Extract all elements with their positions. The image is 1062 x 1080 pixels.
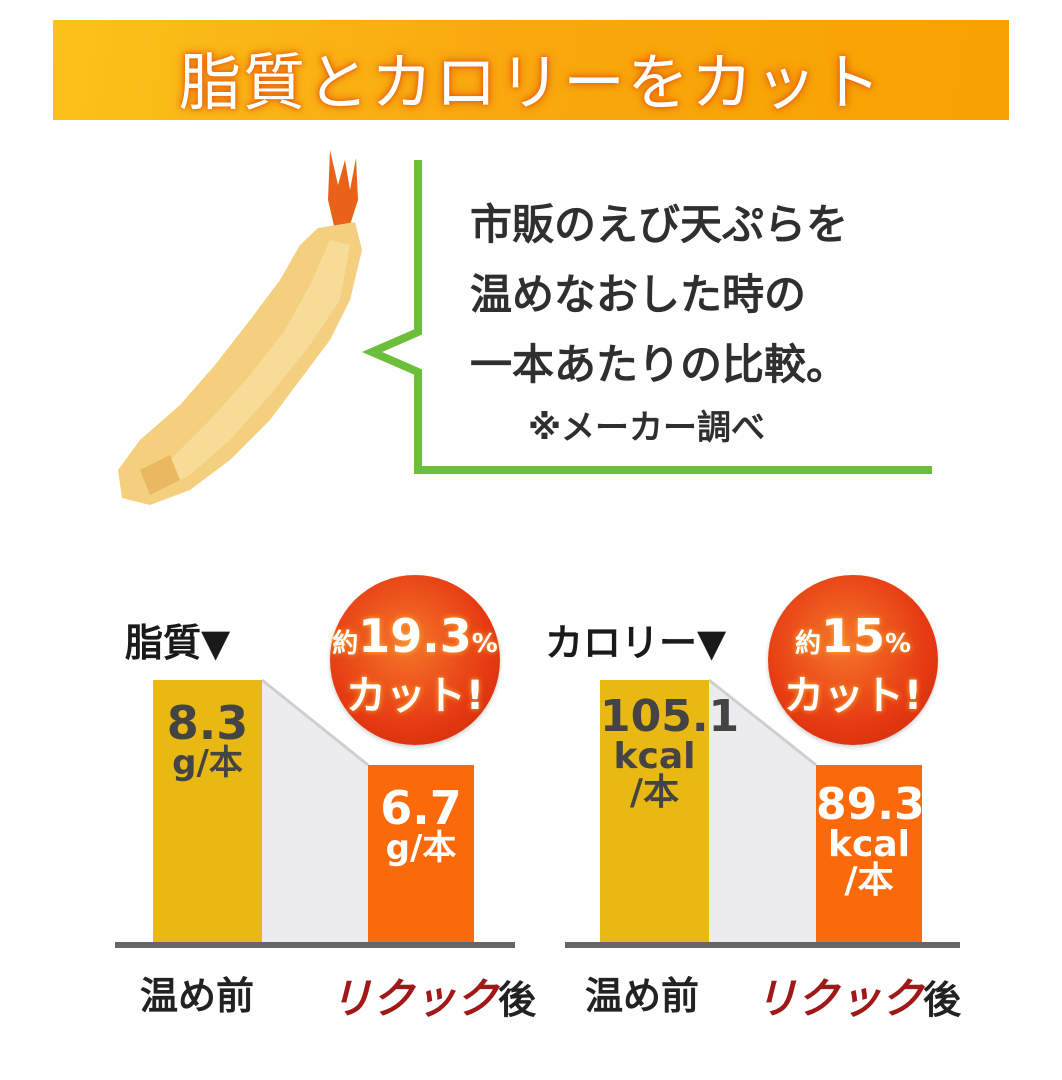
calorie-category-after: リクック後 xyxy=(755,965,961,1026)
unit-label: kcal xyxy=(613,736,696,777)
calorie-connector-edge xyxy=(708,678,817,767)
fat-category-after: リクック後 xyxy=(330,965,536,1026)
fat-connector xyxy=(262,680,368,943)
category-suffix: 後 xyxy=(498,978,537,1022)
calorie-cut-badge: 約15% カット! xyxy=(768,575,938,745)
badge-prefix: 約 xyxy=(332,629,359,659)
title-banner: 脂質とカロリーをカット xyxy=(53,20,1009,120)
calorie-connector xyxy=(709,680,816,943)
value-label: 105.1 xyxy=(600,691,740,742)
calorie-before-label: 105.1 kcal /本 xyxy=(600,691,740,813)
fat-after-label: 6.7 g/本 xyxy=(368,785,474,865)
fat-connector-edge xyxy=(261,678,369,767)
calorie-category-before: 温め前 xyxy=(585,974,700,1018)
fat-bar-after xyxy=(368,765,474,943)
callout-text: 市販のえび天ぷらを 温めなおした時の 一本あたりの比較。 xyxy=(470,190,848,400)
calorie-after-label: 89.3 kcal /本 xyxy=(816,779,925,901)
badge-percent: % xyxy=(471,629,498,659)
value-label: 89.3 xyxy=(816,779,925,830)
fat-bar-before xyxy=(153,680,262,943)
brand-name: リクック xyxy=(755,974,924,1023)
badge-prefix: 約 xyxy=(794,629,821,659)
banner-title: 脂質とカロリーをカット xyxy=(178,46,883,119)
badge-value: 19.3 xyxy=(358,609,472,663)
callout-line: 一本あたりの比較。 xyxy=(470,340,849,389)
value-label: 8.3 xyxy=(166,696,249,750)
unit-label: g/本 xyxy=(385,828,457,868)
badge-text: カット! xyxy=(783,673,923,719)
fat-category-before: 温め前 xyxy=(140,974,255,1018)
callout-line: 市販のえび天ぷらを xyxy=(470,200,849,249)
calorie-chart-title: カロリー▼ xyxy=(545,621,727,665)
unit-label: /本 xyxy=(844,860,894,901)
fat-chart-title: 脂質▼ xyxy=(125,621,231,665)
shrimp-tempura-icon xyxy=(118,150,362,505)
category-suffix: 後 xyxy=(923,978,962,1022)
callout-line: 温めなおした時の xyxy=(470,270,807,319)
calorie-bar-before xyxy=(600,680,709,943)
callout-note: ※メーカー調べ xyxy=(528,408,766,448)
callout-bracket xyxy=(361,160,932,474)
badge-percent: % xyxy=(884,629,912,659)
unit-label: kcal xyxy=(828,824,910,865)
calorie-bar-after xyxy=(816,764,922,943)
badge-text: カット! xyxy=(345,673,485,719)
fat-cut-badge: 約19.3% カット! xyxy=(330,575,500,745)
unit-label: g/本 xyxy=(172,743,243,783)
unit-label: /本 xyxy=(629,772,680,813)
value-label: 6.7 xyxy=(380,781,462,835)
fat-before-label: 8.3 g/本 xyxy=(153,700,262,780)
brand-name: リクック xyxy=(330,974,499,1023)
badge-value: 15 xyxy=(820,609,885,663)
